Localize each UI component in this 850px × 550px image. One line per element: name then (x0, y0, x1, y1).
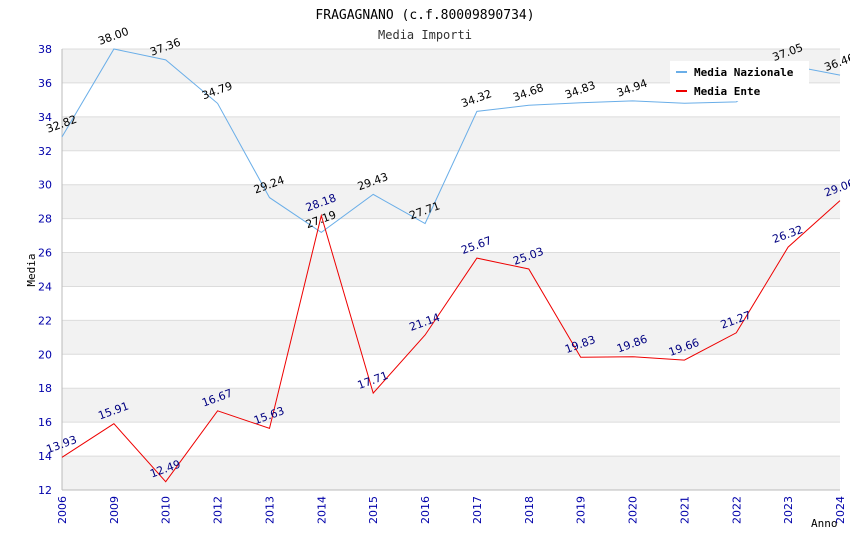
x-tick-label: 2012 (212, 496, 225, 524)
y-tick-label: 16 (38, 416, 52, 429)
legend-label: Media Nazionale (694, 66, 794, 79)
y-axis-ticks: 12 14 16 18 20 22 24 26 28 30 32 34 36 38 (38, 43, 52, 497)
y-tick-label: 34 (38, 111, 52, 124)
gridlines (62, 48, 840, 491)
x-tick-label: 2019 (575, 496, 588, 524)
x-tick-label: 2023 (782, 496, 795, 524)
x-tick-label: 2014 (315, 496, 328, 524)
y-tick-label: 28 (38, 213, 52, 226)
y-tick-label: 20 (38, 348, 52, 361)
y-tick-label: 14 (38, 450, 52, 463)
y-tick-label: 36 (38, 77, 52, 90)
grid-band (62, 218, 840, 253)
y-tick-label: 22 (38, 314, 52, 327)
x-tick-label: 2016 (419, 496, 432, 524)
x-tick-label: 2021 (678, 496, 691, 524)
x-tick-label: 2022 (730, 496, 743, 524)
chart-subtitle: Media Importi (378, 28, 472, 42)
grid-band (62, 388, 840, 423)
x-tick-label: 2024 (834, 496, 847, 524)
series-line-media-ente (61, 200, 841, 483)
legend: Media Nazionale Media Ente (670, 61, 809, 101)
x-tick-label: 2009 (108, 496, 121, 524)
grid-band (62, 456, 840, 490)
y-tick-label: 24 (38, 280, 52, 293)
grid-band (62, 422, 840, 457)
grid-band (62, 320, 840, 355)
chart-title: FRAGAGNANO (c.f.80009890734) (315, 8, 534, 23)
grid-band (62, 252, 840, 287)
x-tick-label: 2013 (263, 496, 276, 524)
y-tick-label: 30 (38, 179, 52, 192)
y-axis-label: Media (25, 253, 38, 286)
axes (61, 49, 840, 491)
series-lines (61, 48, 841, 483)
y-tick-label: 32 (38, 145, 52, 158)
legend-box (670, 61, 809, 101)
grid-band (62, 116, 840, 151)
grid-band (62, 286, 840, 321)
series-line-media-nazionale (61, 48, 841, 234)
x-tick-label: 2006 (56, 496, 69, 524)
y-tick-label: 38 (38, 43, 52, 56)
x-tick-label: 2015 (367, 496, 380, 524)
x-tick-label: 2010 (160, 496, 173, 524)
x-tick-label: 2020 (627, 496, 640, 524)
x-tick-label: 2018 (523, 496, 536, 524)
legend-label: Media Ente (694, 85, 761, 98)
data-label: 38.00 (96, 25, 130, 48)
y-tick-label: 12 (38, 484, 52, 497)
grid-band (62, 184, 840, 219)
x-tick-label: 2017 (471, 496, 484, 524)
grid-band (62, 354, 840, 389)
x-axis-label: Anno (811, 517, 838, 530)
y-tick-label: 18 (38, 382, 52, 395)
y-tick-label: 26 (38, 247, 52, 260)
x-axis-ticks: 2006 2009 2010 2012 2013 2014 2015 2016 2017 2018… (56, 496, 847, 524)
plot-background-bands (62, 49, 840, 490)
